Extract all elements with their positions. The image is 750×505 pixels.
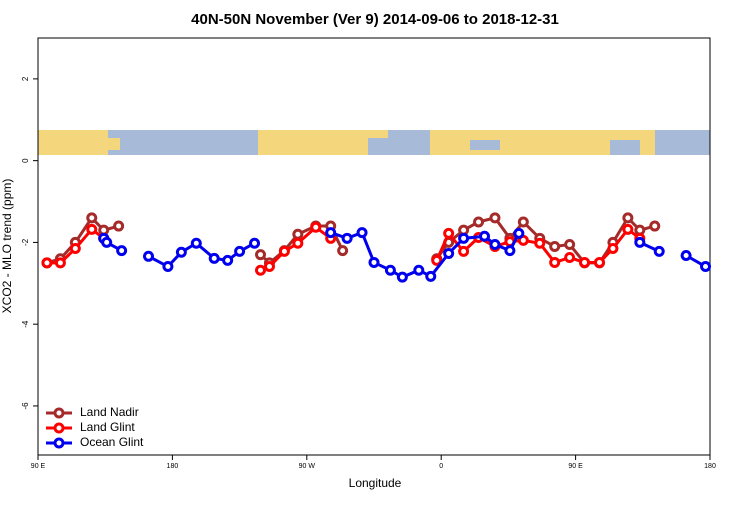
data-point [356, 227, 368, 239]
data-point [162, 261, 174, 273]
data-point [489, 238, 501, 250]
x-tick-label: 90 E [568, 463, 583, 470]
data-point [116, 245, 128, 257]
x-tick-label: 180 [167, 463, 179, 470]
data-point [649, 220, 661, 232]
data-point [564, 252, 576, 264]
data-point [310, 221, 322, 233]
data-point [325, 227, 337, 239]
legend-label: Ocean Glint [80, 435, 144, 449]
x-tick-label: 0 [439, 463, 443, 470]
data-point [513, 227, 525, 239]
y-tick-label: -2 [21, 238, 30, 246]
data-point [579, 256, 591, 268]
data-point [549, 241, 561, 252]
legend-marker [53, 422, 65, 434]
y-axis-label: XCO2 - MLO trend (ppm) [0, 179, 14, 314]
data-point [255, 249, 267, 261]
data-point [69, 243, 81, 255]
data-point [337, 245, 349, 257]
data-point [504, 245, 516, 257]
data-point [425, 270, 437, 282]
data-point [680, 249, 692, 261]
data-point [634, 236, 646, 248]
data-point [653, 245, 665, 257]
data-point [175, 246, 187, 258]
map-strip [38, 130, 710, 155]
data-point [222, 254, 234, 266]
y-tick-label: -6 [21, 402, 30, 410]
data-point [396, 271, 408, 283]
data-point [292, 237, 304, 249]
data-point [249, 237, 261, 249]
y-tick-label: 0 [21, 158, 30, 163]
data-point [534, 237, 546, 249]
legend-marker [53, 407, 65, 419]
legend-marker [53, 437, 65, 449]
x-tick-label: 90 W [299, 463, 316, 470]
data-point [255, 264, 267, 276]
x-tick-label: 180 [704, 463, 716, 470]
data-point [208, 252, 220, 264]
data-point [473, 216, 485, 228]
data-point [101, 236, 113, 248]
data-point [443, 247, 455, 259]
data-point [234, 245, 246, 257]
data-point [54, 257, 66, 269]
data-point [489, 212, 501, 224]
data-point [86, 212, 98, 224]
chart-title: 40N-50N November (Ver 9) 2014-09-06 to 2… [191, 11, 559, 28]
x-tick-label: 90 E [31, 463, 46, 470]
data-point [458, 232, 470, 244]
data-point [143, 250, 155, 262]
data-point [384, 264, 396, 276]
data-point [341, 232, 353, 244]
data-point [622, 212, 634, 224]
data-point [190, 237, 202, 249]
data-point [564, 238, 576, 250]
data-point [431, 254, 443, 266]
plot-frame [37, 37, 711, 456]
data-point [593, 256, 605, 268]
y-tick-label: -4 [21, 320, 30, 328]
data-point [458, 245, 470, 257]
data-point [278, 245, 290, 257]
legend-label: Land Glint [80, 420, 135, 434]
data-point [443, 227, 455, 239]
data-point [86, 223, 98, 235]
data-point [479, 230, 491, 242]
data-point [113, 220, 125, 232]
x-axis-label: Longitude [349, 476, 402, 490]
data-point [517, 216, 529, 228]
legend-label: Land Nadir [80, 405, 139, 419]
data-point [607, 243, 619, 255]
data-point [700, 261, 712, 273]
data-point [622, 223, 634, 235]
data-point [292, 228, 304, 240]
y-tick-label: 2 [21, 76, 30, 81]
data-point [549, 256, 561, 268]
data-point [263, 261, 275, 273]
data-point [368, 256, 380, 268]
data-point [413, 264, 425, 276]
data-point [41, 257, 53, 269]
